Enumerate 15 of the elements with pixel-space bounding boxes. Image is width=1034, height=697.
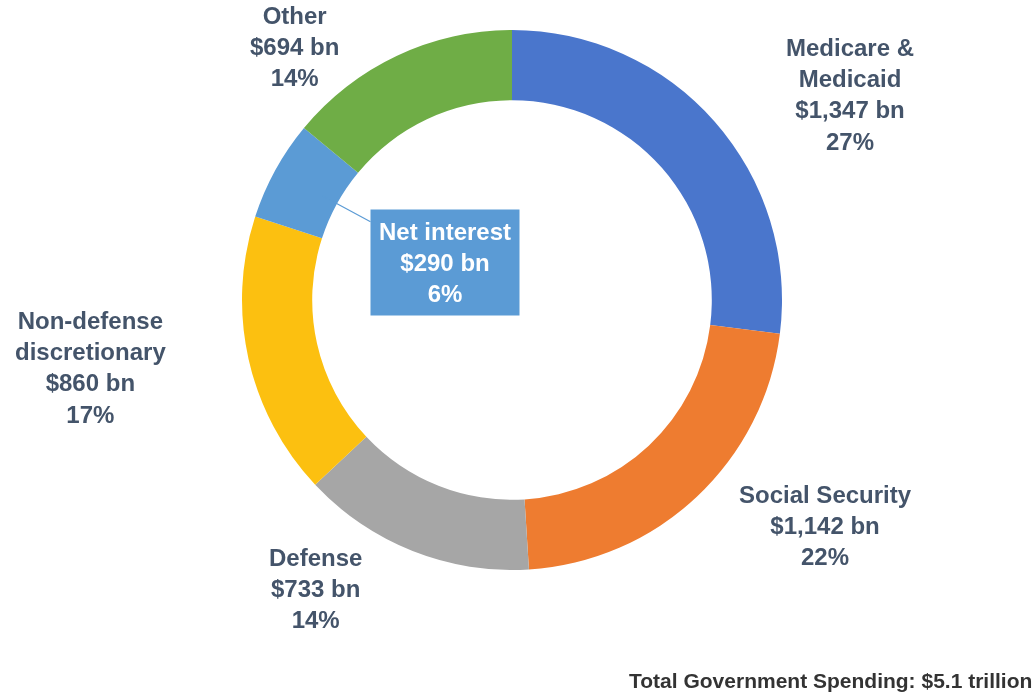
donut-slice [242, 216, 367, 485]
data-label: $860 bn 17% [45, 369, 136, 428]
data-label: $694 bn 14% [250, 33, 340, 92]
donut-slice [512, 30, 782, 334]
slice-label: Social Security [739, 481, 912, 508]
data-label: $1,347 bn 27% [795, 96, 905, 155]
slice-label: Non-defense discretionary [15, 307, 167, 366]
data-label: $1,142 bn 22% [770, 512, 880, 571]
slice-label: Defense [269, 544, 363, 571]
slice-label: Other [262, 2, 327, 29]
slice-label: Net interest [379, 218, 512, 245]
data-label: $733 bn 14% [270, 575, 361, 634]
data-label: $290 bn 6% [400, 249, 490, 308]
slice-label: Medicare & Medicaid [786, 34, 915, 93]
text: Total Government Spending: $5.1 trillion [629, 669, 1033, 692]
